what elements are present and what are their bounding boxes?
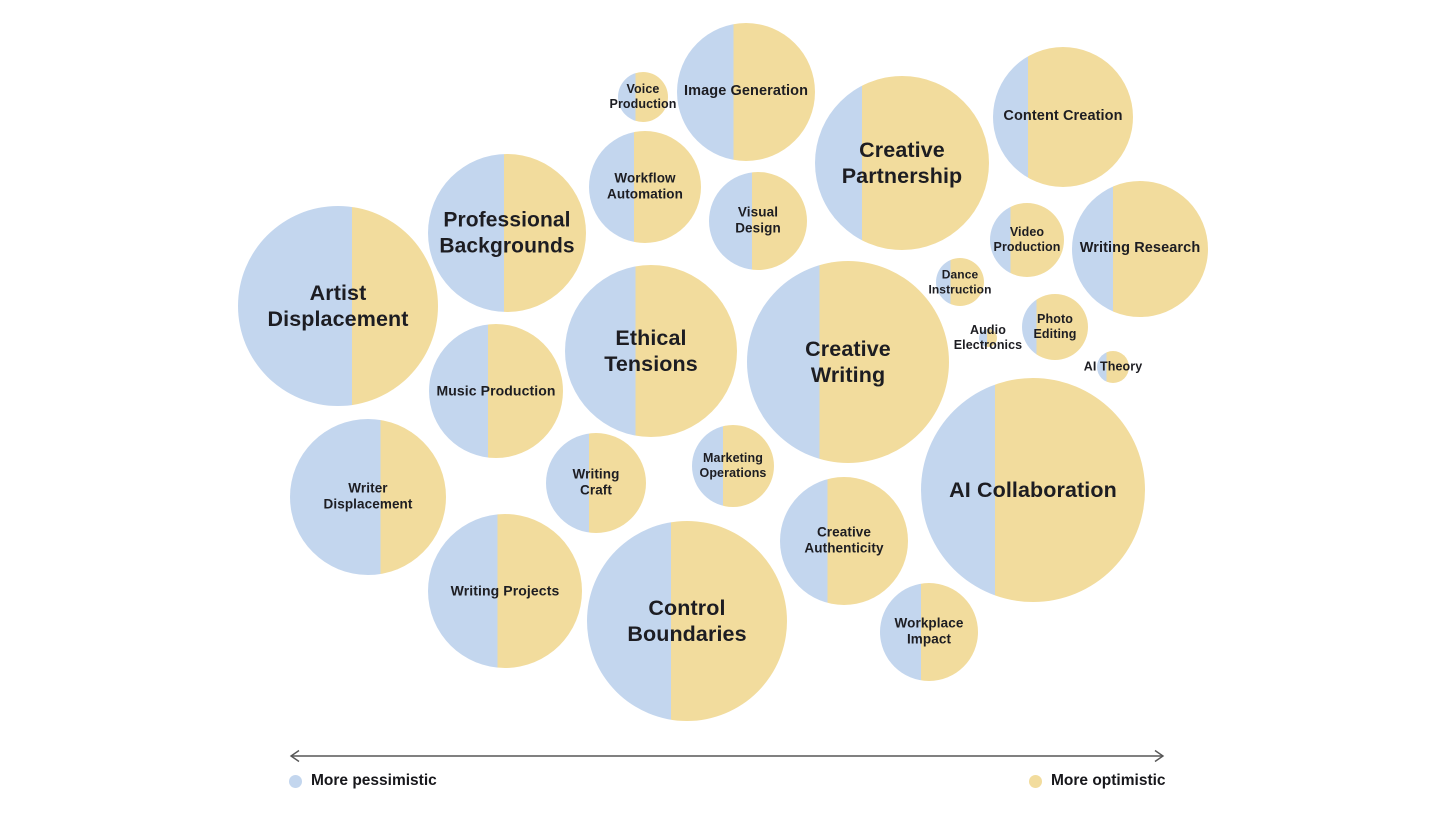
bubble-ai-collaboration[interactable]: AI Collaboration (921, 378, 1145, 602)
legend-item-optimistic: More optimistic (1029, 772, 1166, 790)
bubble-writing-craft[interactable]: Writing Craft (546, 433, 646, 533)
bubble-workplace-impact[interactable]: Workplace Impact (880, 583, 978, 681)
bubble-creative-partnership[interactable]: Creative Partnership (815, 76, 989, 250)
bubble-label-audio-electronics: Audio Electronics (953, 322, 1023, 352)
bubble-writing-research[interactable]: Writing Research (1072, 181, 1208, 317)
legend-label-optimistic: More optimistic (1051, 772, 1166, 789)
bubble-dance-instruction[interactable]: Dance Instruction (928, 258, 991, 306)
bubble-label-writing-research: Writing Research (1079, 240, 1201, 257)
bubble-marketing-operations[interactable]: Marketing Operations (692, 425, 774, 507)
bubble-label-marketing-operations: Marketing Operations (699, 450, 767, 480)
bubble-writing-projects[interactable]: Writing Projects (428, 514, 582, 668)
legend-dot-optimistic-icon (1029, 774, 1042, 788)
axis-right-arrowhead-icon (1154, 749, 1165, 763)
bubble-label-creative-writing: Creative Writing (805, 336, 891, 387)
bubble-label-artist-displacement: Artist Displacement (267, 280, 409, 331)
bubble-label-writing-projects: Writing Projects (450, 582, 560, 599)
bubble-ethical-tensions[interactable]: Ethical Tensions (565, 265, 737, 437)
bubble-creative-authenticity[interactable]: Creative Authenticity (780, 477, 908, 605)
bubble-label-ethical-tensions: Ethical Tensions (604, 325, 698, 376)
bubble-workflow-automation[interactable]: Workflow Automation (589, 131, 701, 243)
legend-item-pessimistic: More pessimistic (289, 772, 437, 790)
bubble-artist-displacement[interactable]: Artist Displacement (238, 206, 438, 406)
bubble-label-content-creation: Content Creation (1003, 108, 1123, 125)
bubble-label-control-boundaries: Control Boundaries (627, 595, 747, 646)
bubble-control-boundaries[interactable]: Control Boundaries (587, 521, 787, 721)
bubble-professional-backgrounds[interactable]: Professional Backgrounds (428, 154, 586, 312)
bubble-label-ai-collaboration: AI Collaboration (949, 477, 1117, 502)
legend-dot-pessimistic-icon (289, 774, 302, 788)
bubble-writer-displacement[interactable]: Writer Displacement (290, 419, 446, 575)
bubble-label-writer-displacement: Writer Displacement (323, 480, 413, 512)
bubble-label-creative-partnership: Creative Partnership (841, 137, 963, 188)
bubble-label-workflow-automation: Workflow Automation (607, 170, 683, 202)
bubble-audio-electronics[interactable]: Audio Electronics (954, 323, 1022, 352)
bubble-music-production[interactable]: Music Production (429, 324, 563, 458)
bubble-label-image-generation: Image Generation (683, 83, 809, 100)
bubble-label-photo-editing: Photo Editing (1033, 311, 1077, 341)
bubble-creative-writing[interactable]: Creative Writing (747, 261, 949, 463)
bubble-label-video-production: Video Production (993, 224, 1061, 254)
bubble-label-creative-authenticity: Creative Authenticity (804, 524, 884, 556)
x-axis-arrow (289, 749, 1165, 763)
bubble-label-ai-theory: AI Theory (1083, 359, 1143, 374)
bubble-voice-production[interactable]: Voice Production (610, 72, 676, 122)
bubble-content-creation[interactable]: Content Creation (993, 47, 1133, 187)
axis-left-arrowhead-icon (289, 749, 300, 763)
bubble-label-music-production: Music Production (436, 382, 556, 399)
bubble-label-professional-backgrounds: Professional Backgrounds (439, 208, 575, 257)
bubble-label-dance-instruction: Dance Instruction (928, 267, 992, 296)
bubble-photo-editing[interactable]: Photo Editing (1022, 294, 1088, 360)
bubble-image-generation[interactable]: Image Generation (677, 23, 815, 161)
bubble-label-workplace-impact: Workplace Impact (894, 615, 964, 647)
bubble-label-voice-production: Voice Production (609, 81, 677, 111)
bubble-label-visual-design: Visual Design (735, 204, 781, 236)
bubble-ai-theory[interactable]: AI Theory (1084, 351, 1142, 383)
bubble-visual-design[interactable]: Visual Design (709, 172, 807, 270)
bubble-video-production[interactable]: Video Production (990, 203, 1064, 277)
bubble-label-writing-craft: Writing Craft (572, 466, 620, 498)
legend-label-pessimistic: More pessimistic (311, 772, 437, 789)
